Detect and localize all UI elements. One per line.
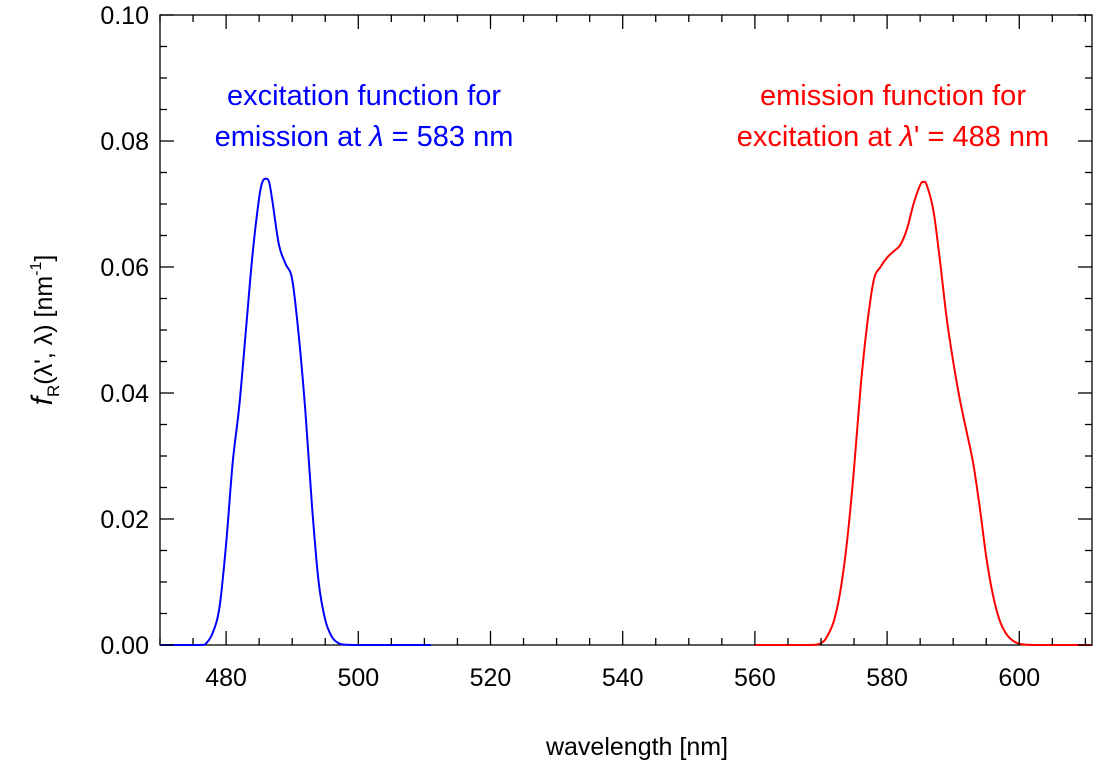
y-axis: 0.00 0.02 0.04 0.06 0.08 0.10 bbox=[100, 2, 1092, 660]
x-axis: 480 500 520 540 560 580 600 bbox=[159, 15, 1087, 692]
y-tick-label: 0.02 bbox=[100, 506, 149, 534]
emission-curve bbox=[754, 180, 1092, 646]
series-layer bbox=[160, 177, 1092, 646]
x-tick-label: 540 bbox=[602, 664, 644, 692]
y-tick-label: 0.04 bbox=[100, 380, 149, 408]
y-tick-label: 0.00 bbox=[100, 632, 149, 660]
y-tick-label: 0.08 bbox=[100, 128, 149, 156]
x-tick-label: 600 bbox=[998, 664, 1040, 692]
x-tick-label: 560 bbox=[734, 664, 776, 692]
x-tick-label: 520 bbox=[470, 664, 512, 692]
excitation-curve bbox=[160, 177, 432, 646]
y-axis-title: fR(λ', λ) [nm-1] bbox=[26, 255, 63, 406]
x-tick-label: 500 bbox=[337, 664, 379, 692]
x-tick-label: 480 bbox=[205, 664, 247, 692]
red-annotation-line-2: excitation at λ' = 488 nm bbox=[737, 121, 1049, 153]
blue-annotation-line-2: emission at λ = 583 nm bbox=[215, 121, 514, 153]
red-annotation-line-1: emission function for bbox=[760, 80, 1026, 112]
x-tick-label: 580 bbox=[866, 664, 908, 692]
blue-annotation-line-1: excitation function for bbox=[227, 80, 501, 112]
y-tick-label: 0.06 bbox=[100, 254, 149, 282]
x-axis-title: wavelength [nm] bbox=[545, 733, 728, 761]
y-tick-label: 0.10 bbox=[100, 2, 149, 30]
